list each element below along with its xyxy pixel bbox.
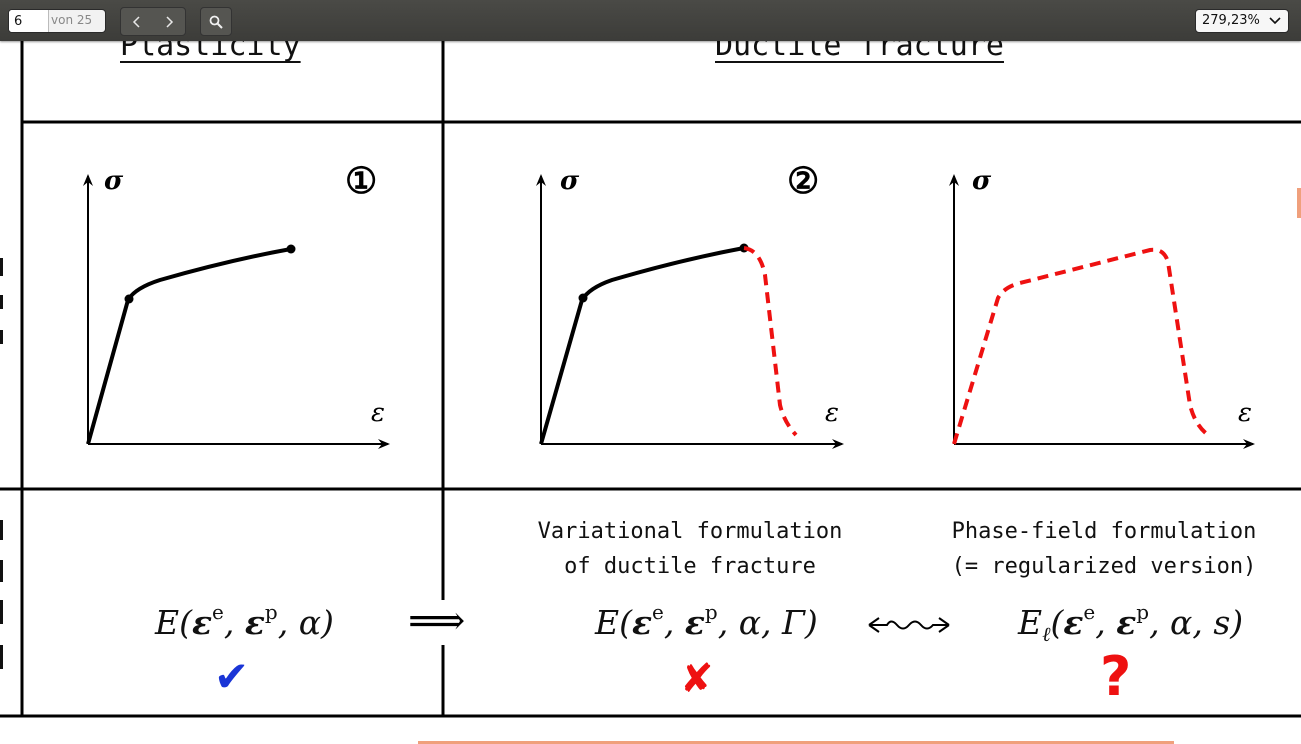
- caption-phasefield-line2: (= regularized version): [951, 554, 1257, 579]
- previous-page-button[interactable]: [121, 8, 153, 35]
- plot1-end-point: [286, 244, 296, 254]
- zoom-value: 279,23%: [1202, 13, 1260, 28]
- search-icon: [209, 15, 223, 29]
- plot3-x-label: ε: [1238, 398, 1252, 428]
- plot2-x-label: ε: [825, 398, 839, 428]
- checkmark-icon: ✔: [214, 652, 250, 701]
- scroll-accent: [1297, 188, 1301, 218]
- wavy-arrow: [868, 617, 950, 633]
- plot2-yield-point: [578, 293, 588, 303]
- plot2-y-label: σ: [560, 166, 580, 196]
- page-navigator: von 25: [8, 9, 106, 33]
- zoom-select[interactable]: 279,23%: [1195, 9, 1289, 33]
- caption-variational-line1: Variational formulation: [537, 519, 843, 544]
- next-page-button[interactable]: [153, 8, 185, 35]
- plot1-y-label: σ: [104, 166, 124, 196]
- page-nav-buttons: [120, 7, 186, 36]
- plot-phase-field: [949, 174, 1255, 449]
- plot-plasticity: [83, 174, 390, 449]
- search-button[interactable]: [200, 7, 232, 36]
- cross-icon: ✘: [680, 656, 714, 702]
- chevron-left-icon: [132, 15, 140, 28]
- page-number-input[interactable]: [9, 10, 49, 32]
- question-mark-icon: ?: [1100, 645, 1132, 708]
- pdf-toolbar: von 25 279,23%: [0, 0, 1301, 41]
- chevron-down-icon: [1269, 17, 1281, 25]
- caption-phase-field: Phase-field formulation (= regularized v…: [914, 514, 1294, 584]
- plot3-y-label: σ: [972, 166, 992, 196]
- plot2-marker: ②: [787, 160, 820, 202]
- page-total: von 25: [51, 13, 93, 27]
- plot2-stress-curve: [539, 246, 745, 445]
- caption-phasefield-line1: Phase-field formulation: [951, 519, 1257, 544]
- formula-phase-field: Eℓ(εe, εp, α, s): [1018, 600, 1244, 646]
- plot1-stress-curve: [86, 247, 292, 445]
- formula-plasticity: E(εe, εp, α): [155, 600, 334, 642]
- plot1-yield-point: [124, 294, 134, 304]
- plot3-regularized-curve: [952, 247, 1210, 445]
- page-divider: [418, 741, 1174, 744]
- formula-variational: E(εe, εp, α, Γ): [595, 600, 818, 642]
- plot1-x-label: ε: [371, 398, 385, 428]
- caption-variational-line2: of ductile fracture: [564, 554, 816, 579]
- plot2-fracture-curve: [743, 246, 798, 437]
- caption-variational: Variational formulation of ductile fract…: [500, 514, 880, 584]
- plot-ductile: [536, 174, 844, 449]
- implies-arrow: ⟹: [408, 598, 466, 644]
- chevron-right-icon: [166, 15, 174, 28]
- plot1-marker: ①: [345, 160, 378, 202]
